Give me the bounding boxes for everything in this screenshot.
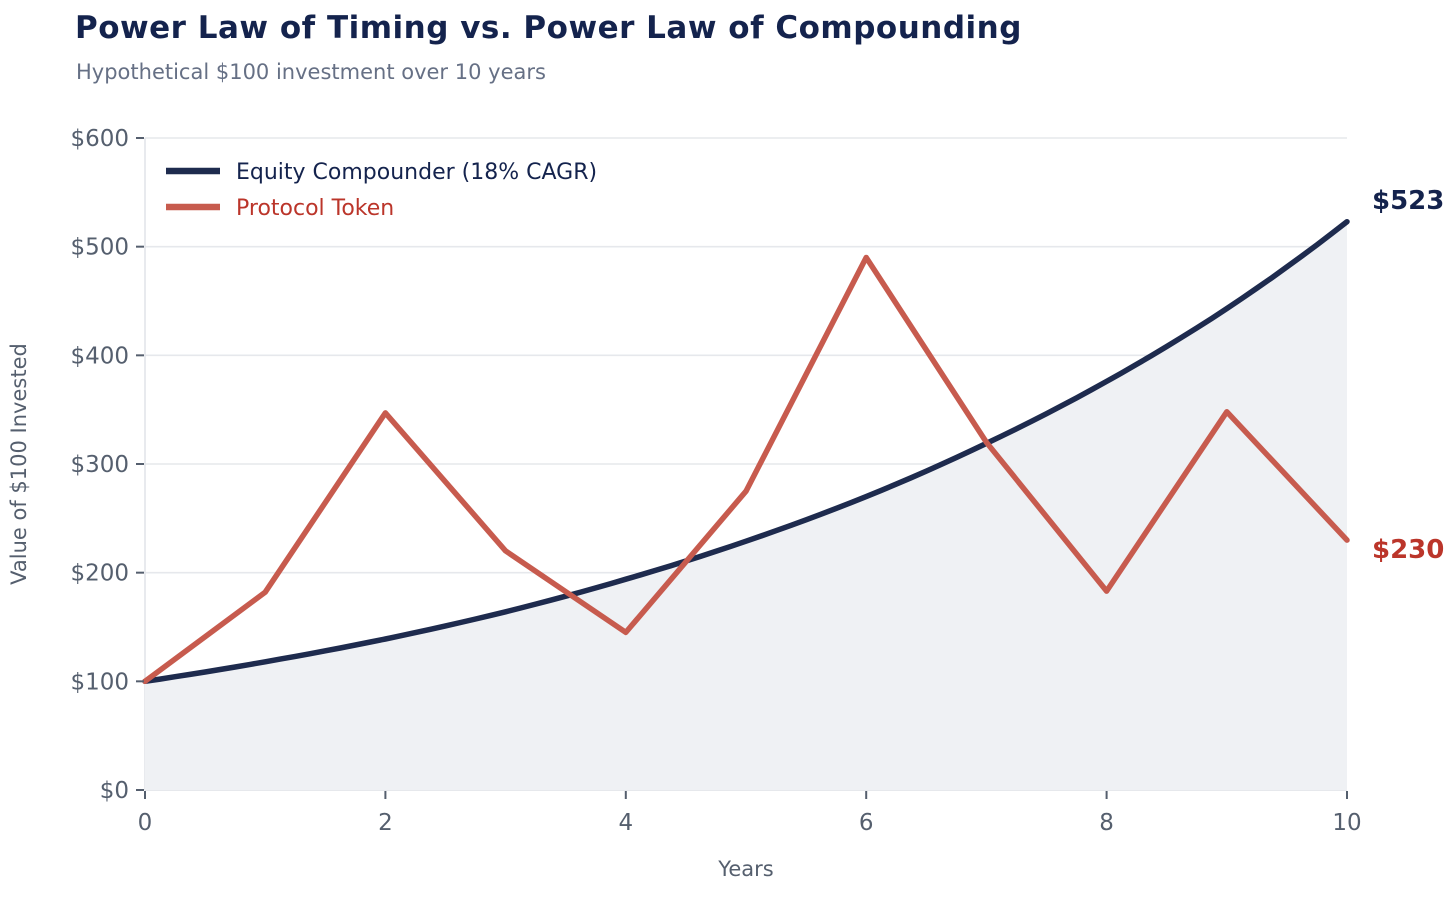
equity-area-fill: [145, 221, 1347, 790]
y-tick-label: $500: [70, 235, 129, 261]
x-tick-label: 6: [859, 810, 874, 836]
end-label-equity: $523: [1372, 186, 1444, 216]
y-tick-label: $300: [70, 452, 129, 478]
token-line: [142, 254, 1350, 685]
chart-subtitle: Hypothetical $100 investment over 10 yea…: [76, 60, 546, 84]
x-tick-label: 8: [1099, 810, 1114, 836]
y-tick-label: $0: [100, 778, 129, 804]
equity-line: [142, 218, 1350, 685]
x-tick-label: 2: [378, 810, 393, 836]
y-axis-title: Value of $100 Invested: [7, 343, 31, 585]
chart-title: Power Law of Timing vs. Power Law of Com…: [75, 10, 1022, 46]
x-axis-title: Years: [717, 857, 773, 881]
y-tick-label: $600: [70, 126, 129, 152]
end-label-token: $230: [1372, 535, 1444, 565]
x-tick-label: 0: [138, 810, 153, 836]
x-tick-label: 4: [618, 810, 633, 836]
legend-label-equity: Equity Compounder (18% CAGR): [236, 160, 597, 185]
x-tick-label: 10: [1332, 810, 1361, 836]
legend-label-token: Protocol Token: [236, 196, 394, 221]
y-tick-label: $200: [70, 561, 129, 587]
y-tick-label: $100: [70, 669, 129, 695]
y-tick-label: $400: [70, 343, 129, 369]
